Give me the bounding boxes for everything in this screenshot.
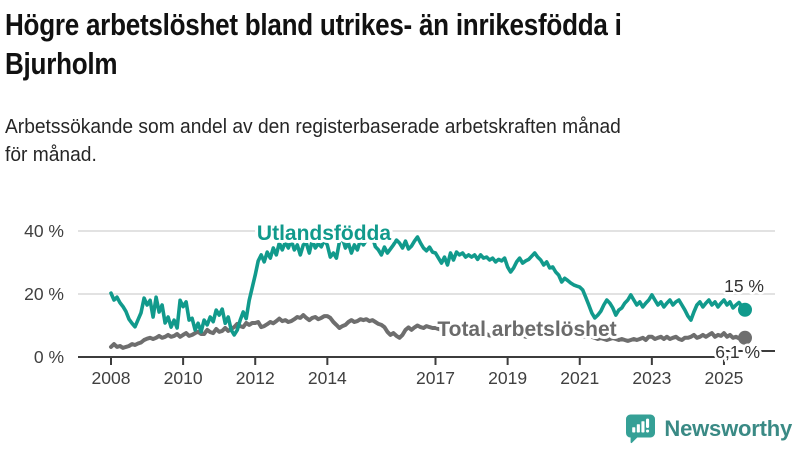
x-tick-label: 2008 xyxy=(92,368,131,388)
x-tick-label: 2017 xyxy=(416,368,455,388)
x-tick-label: 2025 xyxy=(704,368,743,388)
x-tick-label: 2012 xyxy=(236,368,275,388)
newsworthy-logo-icon xyxy=(626,414,656,444)
y-tick-label: 40 % xyxy=(24,221,64,241)
series-label-total-arbetsloshet: Total arbetslöshet xyxy=(437,318,616,341)
x-axis-line xyxy=(78,350,775,358)
series-line-utlandsfodda xyxy=(109,233,747,337)
x-tick-label: 2019 xyxy=(488,368,527,388)
speech-bubble-shape xyxy=(626,414,656,444)
brand-wordmark: Newsworthy xyxy=(664,415,792,441)
series-label-utlandsfodda: Utlandsfödda xyxy=(257,222,391,245)
exclamation-bar xyxy=(646,418,650,428)
chart-title: Högre arbetslöshet bland utrikes- än inr… xyxy=(5,7,622,82)
bar-1 xyxy=(632,427,636,433)
x-tick-label: 2010 xyxy=(164,368,203,388)
chart-subtitle: Arbetssökande som andel av den registerb… xyxy=(5,116,621,167)
x-tick-label: 2014 xyxy=(308,368,347,388)
line-chart: 2008 2010 2012 2014 2017 2019 2021 2023 2025 0 % 2… xyxy=(0,200,800,405)
end-dot-utlandsfodda xyxy=(738,302,752,317)
exclamation-dot xyxy=(646,429,650,433)
y-tick-label: 20 % xyxy=(24,284,64,304)
series-line-total-arbetsloshet xyxy=(109,313,747,350)
chart-canvas: 2008 2010 2012 2014 2017 2019 2021 2023 2025 0 % 2… xyxy=(24,219,775,388)
bar-3 xyxy=(641,421,645,433)
x-tick-label: 2023 xyxy=(632,368,671,388)
brand-footer: Newsworthy xyxy=(624,412,792,445)
end-dot-total-arbetsloshet xyxy=(738,330,752,345)
bar-2 xyxy=(637,424,641,433)
y-tick-label: 0 % xyxy=(34,347,64,367)
end-value-label-total-arbetsloshet: 6,1 % xyxy=(715,342,760,362)
end-value-label-utlandsfodda: 15 % xyxy=(724,276,764,296)
x-tick-label: 2021 xyxy=(560,368,599,388)
